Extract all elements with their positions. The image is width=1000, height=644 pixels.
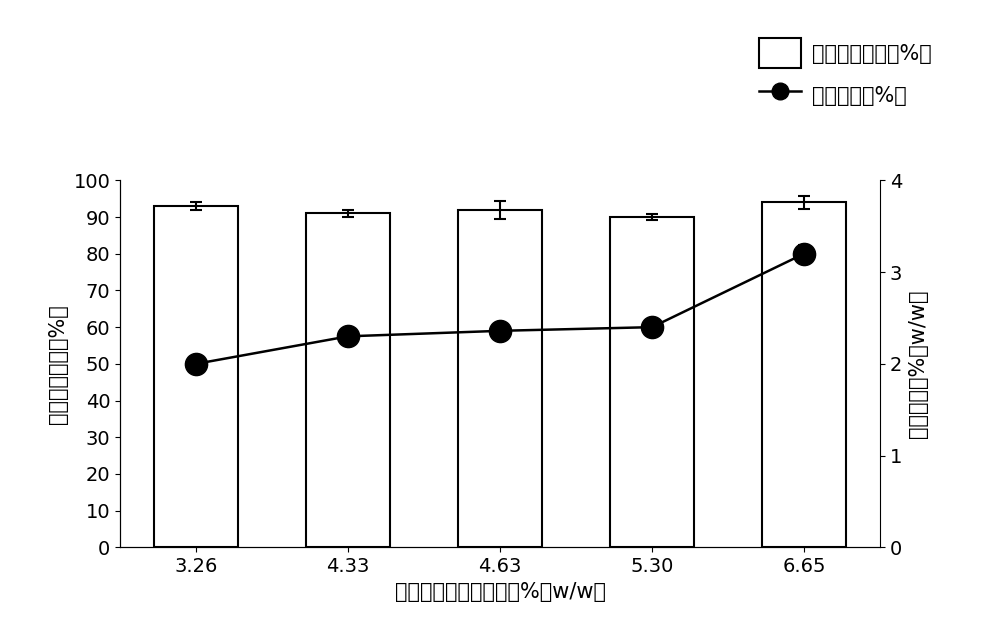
Bar [458, 210, 542, 547]
X-axis label: 玉米秸秵中灰分含量（%，w/w）: 玉米秸秵中灰分含量（%，w/w） [394, 582, 606, 601]
Bar [610, 217, 694, 547]
Y-axis label: 纤维素转化率（%）: 纤维素转化率（%） [48, 304, 68, 424]
Y-axis label: 硫酸用量（%，w/w）: 硫酸用量（%，w/w） [908, 290, 928, 438]
Bar [306, 213, 390, 547]
Bar [154, 206, 238, 547]
Legend: 纤维素转化率（%）, 硫酸用量（%）: 纤维素转化率（%）, 硫酸用量（%） [751, 30, 940, 118]
Bar [762, 202, 846, 547]
